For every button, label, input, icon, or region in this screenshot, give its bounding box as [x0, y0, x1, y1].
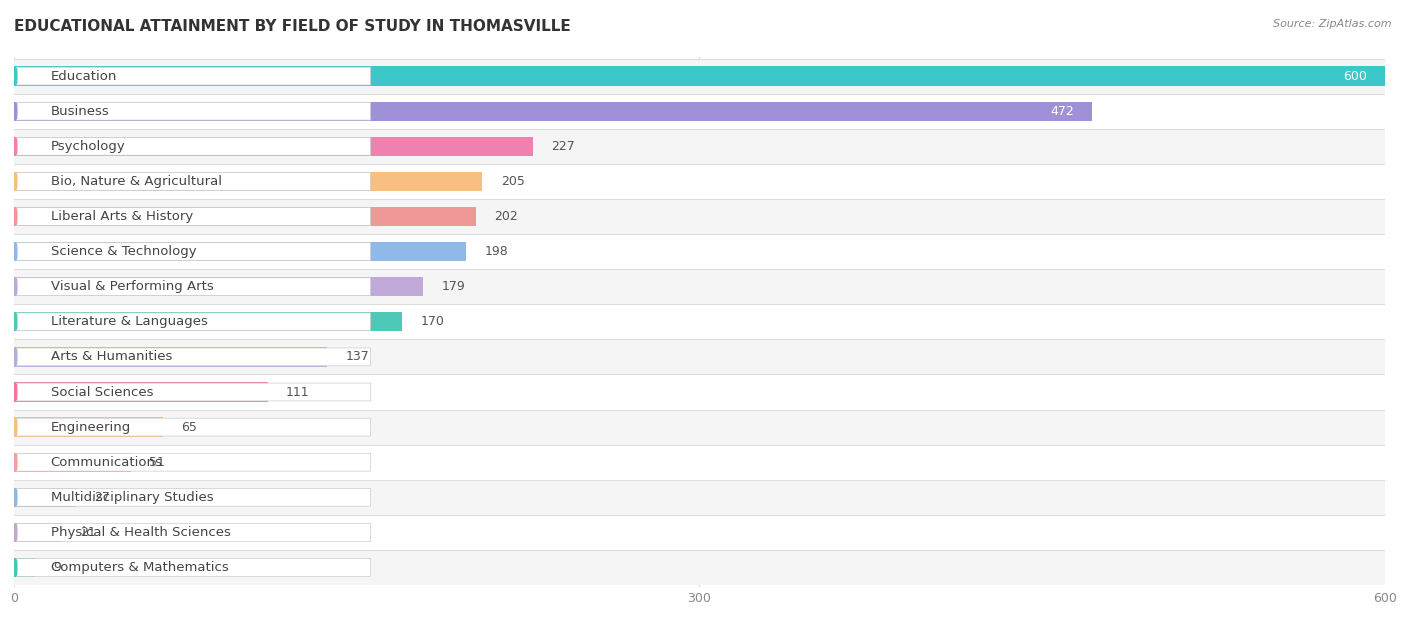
- Text: 227: 227: [551, 140, 575, 153]
- Bar: [14, 418, 163, 437]
- Text: 65: 65: [181, 421, 197, 433]
- Text: Science & Technology: Science & Technology: [51, 245, 197, 258]
- Bar: [14, 102, 1092, 121]
- FancyBboxPatch shape: [17, 383, 371, 401]
- FancyBboxPatch shape: [17, 67, 371, 85]
- FancyBboxPatch shape: [17, 243, 371, 261]
- Bar: [14, 277, 423, 297]
- FancyBboxPatch shape: [17, 453, 371, 471]
- FancyBboxPatch shape: [17, 348, 371, 366]
- Text: EDUCATIONAL ATTAINMENT BY FIELD OF STUDY IN THOMASVILLE: EDUCATIONAL ATTAINMENT BY FIELD OF STUDY…: [14, 19, 571, 34]
- Text: Physical & Health Sciences: Physical & Health Sciences: [51, 526, 231, 539]
- Text: Business: Business: [51, 105, 110, 118]
- Text: 137: 137: [346, 350, 370, 363]
- Bar: [14, 59, 1385, 93]
- Bar: [14, 199, 1385, 234]
- Text: Psychology: Psychology: [51, 140, 125, 153]
- Text: Multidisciplinary Studies: Multidisciplinary Studies: [51, 491, 214, 504]
- Bar: [14, 452, 131, 472]
- Bar: [14, 558, 35, 577]
- Text: 21: 21: [80, 526, 96, 539]
- Text: Communications: Communications: [51, 456, 163, 469]
- Text: 9: 9: [53, 561, 60, 574]
- Text: 205: 205: [501, 175, 524, 188]
- Text: 51: 51: [149, 456, 165, 469]
- Bar: [14, 480, 1385, 515]
- Bar: [14, 137, 533, 156]
- Bar: [14, 488, 76, 507]
- Text: Source: ZipAtlas.com: Source: ZipAtlas.com: [1274, 19, 1392, 29]
- Bar: [14, 269, 1385, 304]
- Bar: [14, 207, 475, 226]
- Bar: [14, 66, 1385, 86]
- FancyBboxPatch shape: [17, 138, 371, 155]
- Bar: [14, 515, 1385, 550]
- Bar: [14, 522, 62, 542]
- FancyBboxPatch shape: [17, 313, 371, 331]
- Text: 198: 198: [485, 245, 509, 258]
- Bar: [14, 234, 1385, 269]
- Bar: [14, 550, 1385, 585]
- Bar: [14, 410, 1385, 445]
- Text: Visual & Performing Arts: Visual & Performing Arts: [51, 280, 214, 293]
- FancyBboxPatch shape: [17, 208, 371, 225]
- FancyBboxPatch shape: [17, 102, 371, 120]
- Text: Bio, Nature & Agricultural: Bio, Nature & Agricultural: [51, 175, 222, 188]
- Text: Social Sciences: Social Sciences: [51, 386, 153, 399]
- Text: 600: 600: [1343, 69, 1367, 83]
- Text: Liberal Arts & History: Liberal Arts & History: [51, 210, 193, 223]
- Text: Literature & Languages: Literature & Languages: [51, 316, 208, 328]
- Bar: [14, 312, 402, 331]
- Text: 170: 170: [420, 316, 444, 328]
- FancyBboxPatch shape: [17, 524, 371, 541]
- Bar: [14, 304, 1385, 339]
- Text: Engineering: Engineering: [51, 421, 131, 433]
- Bar: [14, 172, 482, 191]
- Bar: [14, 347, 328, 367]
- Bar: [14, 129, 1385, 164]
- Text: Education: Education: [51, 69, 117, 83]
- Text: 27: 27: [94, 491, 110, 504]
- Text: 202: 202: [494, 210, 517, 223]
- Bar: [14, 382, 267, 402]
- Bar: [14, 164, 1385, 199]
- Bar: [14, 93, 1385, 129]
- Text: 179: 179: [441, 280, 465, 293]
- FancyBboxPatch shape: [17, 418, 371, 436]
- Text: Computers & Mathematics: Computers & Mathematics: [51, 561, 228, 574]
- Bar: [14, 339, 1385, 374]
- FancyBboxPatch shape: [17, 172, 371, 191]
- Bar: [14, 374, 1385, 410]
- Bar: [14, 445, 1385, 480]
- FancyBboxPatch shape: [17, 558, 371, 577]
- FancyBboxPatch shape: [17, 278, 371, 295]
- Text: Arts & Humanities: Arts & Humanities: [51, 350, 172, 363]
- Text: 111: 111: [285, 386, 309, 399]
- Bar: [14, 242, 467, 261]
- FancyBboxPatch shape: [17, 488, 371, 506]
- Text: 472: 472: [1050, 105, 1074, 118]
